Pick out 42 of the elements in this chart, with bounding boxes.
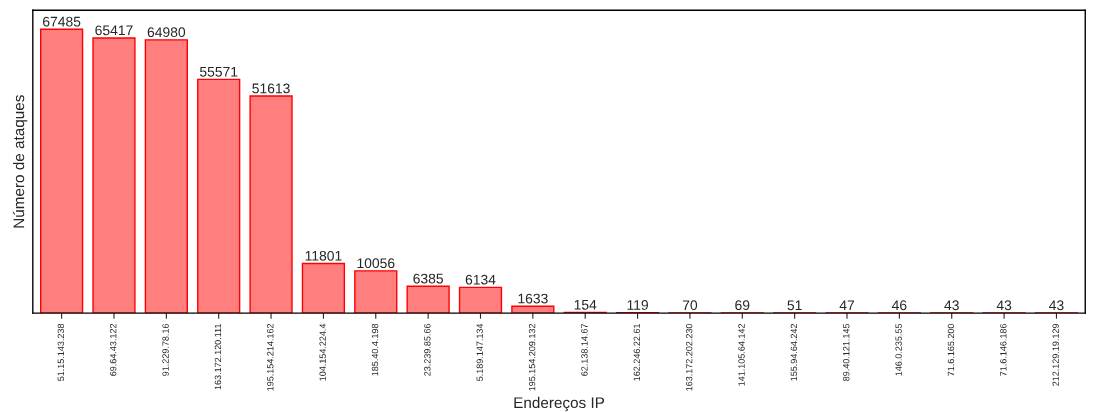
x-tick-label: 155.94.64.242 xyxy=(790,323,798,381)
data-label: 43 xyxy=(944,300,959,311)
x-tick-label: 104.154.224.4 xyxy=(319,323,326,381)
data-label: 67485 xyxy=(43,16,81,27)
data-label: 11801 xyxy=(305,250,342,261)
x-tick-label: 5.189.147.134 xyxy=(476,323,483,381)
data-label: 1633 xyxy=(518,293,548,304)
data-label: 51 xyxy=(787,300,802,311)
data-label: 65417 xyxy=(95,25,133,36)
x-tick-label: 195.154.214.162 xyxy=(267,323,274,391)
x-tick-label: 185.40.4.198 xyxy=(371,323,379,376)
x-tick-label: 71.6.165.200 xyxy=(947,323,955,376)
x-axis-title: Endereços IP xyxy=(514,396,605,412)
x-tick-label: 163.172.202.230 xyxy=(685,323,693,391)
x-tick-label: 23.239.85.66 xyxy=(424,323,431,376)
x-tick-label: 69.64.43.122 xyxy=(110,323,117,376)
data-label: 64980 xyxy=(147,27,186,38)
x-tick-label: 212.129.19.129 xyxy=(1052,323,1059,386)
data-label: 6385 xyxy=(413,273,443,284)
y-axis-title: Número de ataques xyxy=(12,95,28,228)
data-label: 119 xyxy=(627,300,648,310)
x-tick-label: 51.15.143.238 xyxy=(57,323,65,381)
x-tick-label: 62.138.14.67 xyxy=(581,323,588,376)
x-tick-label: 162.246.22.61 xyxy=(633,323,640,381)
x-tick-label: 89.40.121.145 xyxy=(843,323,850,381)
x-tick-label: 146.0.235.55 xyxy=(895,323,902,376)
x-tick-label: 141.105.64.142 xyxy=(738,323,745,386)
data-label: 43 xyxy=(1049,300,1064,311)
x-tick-label: 91.229.78.16 xyxy=(162,323,169,376)
x-tick-label: 163.172.120.111 xyxy=(214,323,222,390)
x-tick-label: 71.6.146.186 xyxy=(1000,323,1007,376)
data-label: 43 xyxy=(996,300,1012,311)
x-tick-label: 195.154.209.132 xyxy=(528,323,536,391)
data-label: 6134 xyxy=(465,274,496,285)
data-label: 10056 xyxy=(357,258,395,269)
data-label: 55571 xyxy=(199,66,238,77)
data-label: 47 xyxy=(839,300,855,311)
data-label: 46 xyxy=(891,300,907,311)
data-label: 51613 xyxy=(252,83,290,94)
data-label: 70 xyxy=(682,300,698,311)
data-label: 154 xyxy=(574,300,597,310)
data-label: 69 xyxy=(735,300,750,311)
